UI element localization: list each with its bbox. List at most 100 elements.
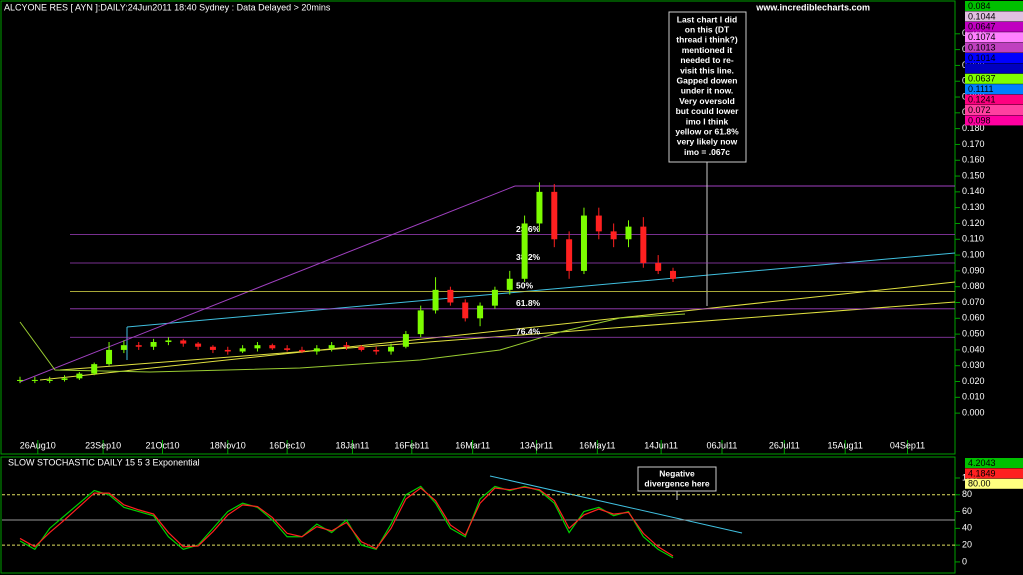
x-tick-label: 26Aug10	[20, 440, 56, 450]
candle-body	[284, 348, 291, 350]
legend-value: 0.1013	[968, 42, 996, 52]
trend-line	[59, 301, 956, 371]
candle-body	[239, 348, 246, 352]
note-line: Negative	[659, 468, 695, 478]
candle-body	[551, 191, 558, 240]
y-tick-label: 0.140	[962, 186, 985, 196]
candle-body	[224, 349, 231, 352]
x-tick-label: 21Oct10	[145, 440, 179, 450]
legend-value: 0.0647	[968, 22, 996, 32]
y-tick-label: 80	[962, 489, 972, 499]
divergence-line	[489, 475, 743, 534]
candle-body	[61, 378, 68, 380]
x-tick-label: 16Mar11	[455, 440, 490, 450]
legend-swatch	[965, 73, 1023, 84]
y-tick-label: 0.030	[962, 360, 985, 370]
x-tick-label: 18Jan11	[336, 440, 370, 450]
x-tick-label: 16Dec10	[269, 440, 305, 450]
candle-body	[150, 342, 157, 347]
legend-value: 0.0637	[968, 74, 996, 84]
legend-value: 0.1014	[968, 53, 996, 63]
note-line: yellow or 61.8%	[675, 126, 739, 136]
legend-swatch	[965, 1, 1023, 11]
trend-line	[39, 281, 956, 381]
candle-body	[388, 346, 395, 352]
price-panel	[0, 0, 956, 455]
note-line: under it now.	[681, 86, 734, 96]
stoch-line	[19, 486, 674, 557]
note-line: on this (DT	[685, 24, 730, 34]
note-line: Gapped dowen	[677, 75, 738, 85]
x-tick-label: 06Jul11	[707, 440, 738, 450]
stoch-panel	[0, 456, 956, 574]
y-tick-label: 20	[962, 540, 972, 550]
legend-swatch	[965, 458, 1023, 468]
legend-swatch	[965, 84, 1023, 95]
legend-swatch	[965, 53, 1023, 63]
source: www.incrediblecharts.com	[755, 2, 870, 12]
y-tick-label: 0.110	[962, 234, 984, 244]
candle-body	[462, 302, 469, 319]
legend-swatch	[965, 115, 1023, 126]
fib-label: 23.6%	[516, 224, 541, 234]
note-line: divergence here	[644, 478, 709, 488]
y-tick-label: 0.040	[962, 344, 985, 354]
candle-body	[373, 349, 380, 352]
candle-body	[195, 343, 202, 347]
candle-body	[135, 345, 142, 347]
y-tick-label: 0.020	[962, 376, 985, 386]
candle-body	[46, 379, 53, 381]
y-tick-label: 0.010	[962, 392, 985, 402]
x-tick-label: 13Apr11	[520, 440, 553, 450]
note-line: imo = .067c	[684, 147, 730, 157]
fib-label: 61.8%	[516, 298, 541, 308]
candle-body	[432, 289, 439, 311]
note-line: Last chart I did	[677, 14, 737, 24]
candle-body	[106, 349, 113, 365]
note-line: mentioned it	[682, 45, 733, 55]
fib-label: 38.2%	[516, 252, 541, 262]
candle-body	[640, 226, 647, 263]
x-tick-label: 26Jul11	[769, 440, 800, 450]
note-line: imo I think	[686, 116, 729, 126]
legend-swatch	[965, 32, 1023, 43]
legend-value: 80.00	[968, 479, 991, 489]
legend-value: 4.2043	[968, 458, 996, 468]
y-tick-label: 0.160	[962, 155, 985, 165]
fib-label: 50%	[516, 281, 533, 291]
note-line: visit this line.	[680, 65, 734, 75]
legend-swatch	[965, 468, 1023, 479]
chart-title: ALCYONE RES [ AYN ]:DAILY:24Jun2011 18:4…	[4, 2, 331, 12]
candle-body	[655, 262, 662, 271]
candle-body	[91, 364, 98, 374]
y-tick-label: 60	[962, 506, 972, 516]
candle-body	[343, 345, 350, 347]
legend-value: 0.1044	[968, 11, 996, 21]
candle-body	[165, 340, 172, 343]
moving-average	[19, 313, 686, 373]
candle-body	[610, 231, 617, 240]
legend-swatch	[965, 63, 1023, 74]
candle-body	[328, 345, 335, 349]
note-box	[668, 11, 747, 163]
y-tick-label: 0.130	[962, 202, 985, 212]
y-tick-label: 0.180	[962, 123, 985, 133]
x-tick-label: 23Sep10	[85, 440, 121, 450]
legend-swatch	[965, 105, 1023, 115]
y-tick-label: 0	[962, 556, 967, 566]
legend-swatch	[965, 94, 1023, 105]
candle-body	[76, 373, 83, 379]
y-tick-label: 40	[962, 523, 972, 533]
candle-body	[120, 345, 127, 350]
legend-value: 0.1241	[968, 94, 996, 104]
y-tick-label: 0.050	[962, 328, 985, 338]
y-tick-label: 0.120	[962, 218, 985, 228]
candle-body	[595, 215, 602, 232]
x-tick-label: 15Aug11	[827, 440, 862, 450]
candle-body	[625, 226, 632, 240]
candle-body	[313, 348, 320, 352]
note-line: but could lower	[676, 106, 739, 116]
legend-value: 4.1849	[968, 468, 996, 478]
fib-label: 76.4%	[516, 327, 541, 337]
y-tick-label: 0.100	[962, 249, 985, 259]
